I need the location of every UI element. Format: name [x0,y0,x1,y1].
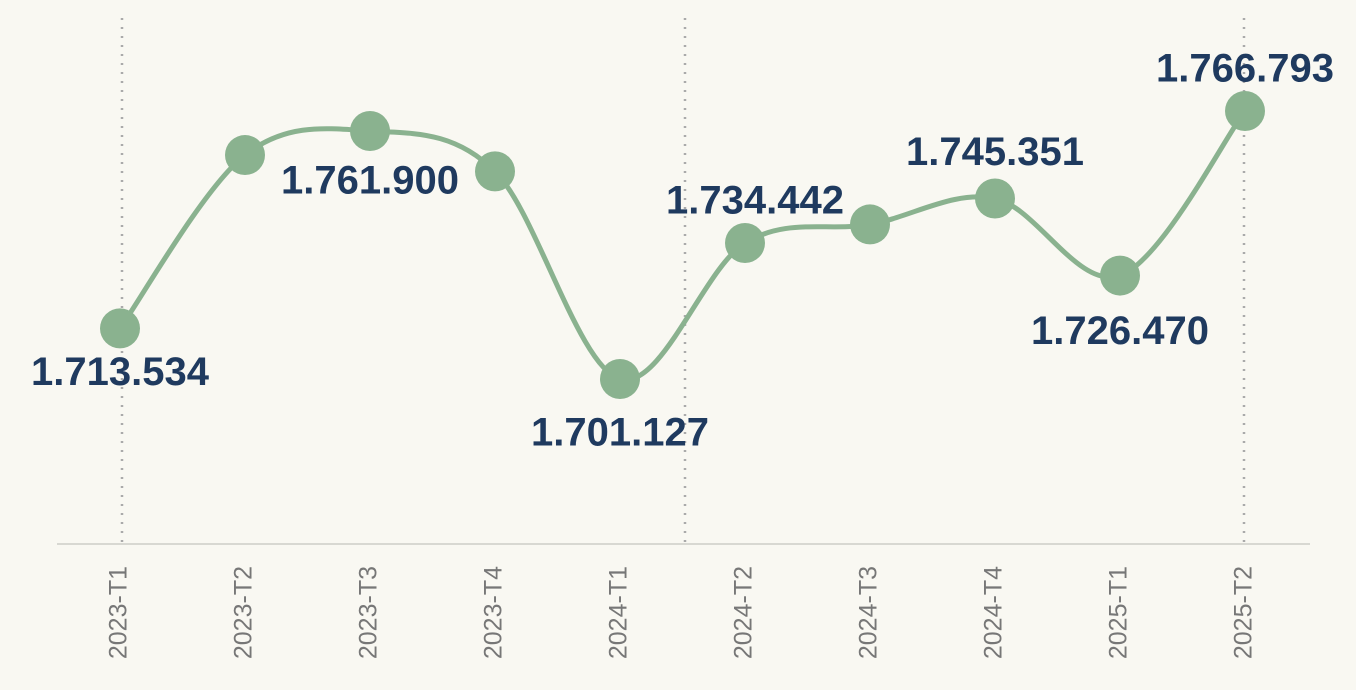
x-tick-label: 2024-T3 [855,566,883,659]
x-tick-label: 2023-T3 [355,566,383,659]
data-label: 1.726.470 [1031,309,1209,353]
point [1100,255,1140,296]
point [350,110,390,151]
x-tick-label: 2023-T1 [105,566,133,659]
data-label: 1.701.127 [531,411,709,455]
x-tick-label: 2024-T1 [605,566,633,659]
separators [120,18,1246,544]
point [1225,91,1265,131]
point [100,308,140,349]
data-label: 1.761.900 [281,159,459,203]
x-tick-label: 2023-T4 [480,566,508,659]
data-label: 1.745.351 [906,130,1084,174]
point [725,223,765,264]
data-label: 1.734.442 [666,179,844,223]
x-tick-label: 2024-T2 [730,566,758,659]
point [475,151,515,192]
x-tick-label: 2024-T4 [980,566,1008,659]
point [600,359,640,399]
x-tick-label: 2025-T2 [1230,566,1258,659]
x-tick-label: 2025-T1 [1105,566,1133,659]
data-label: 1.713.534 [31,350,210,394]
point [850,204,890,245]
data-label: 1.766.793 [1156,47,1334,91]
point [975,178,1015,219]
point [225,135,265,176]
x-tick-label: 2023-T2 [230,566,258,659]
line [117,109,1247,383]
